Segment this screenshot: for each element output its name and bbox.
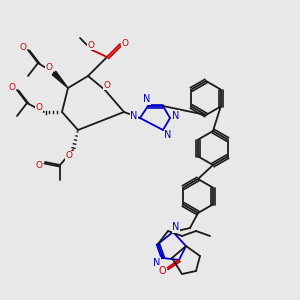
Text: O: O — [65, 152, 73, 160]
Text: O: O — [103, 80, 110, 89]
Text: N: N — [172, 222, 180, 232]
Text: O: O — [35, 160, 43, 169]
Text: O: O — [20, 43, 26, 52]
Text: N: N — [172, 111, 180, 121]
Text: N: N — [164, 130, 172, 140]
Polygon shape — [52, 71, 68, 88]
Text: O: O — [8, 82, 16, 91]
Text: N: N — [153, 258, 161, 268]
Text: O: O — [122, 38, 128, 47]
Text: O: O — [35, 103, 43, 112]
Text: N: N — [130, 111, 138, 121]
Text: N: N — [143, 94, 151, 104]
Text: O: O — [158, 266, 166, 276]
Text: O: O — [88, 40, 94, 50]
Text: O: O — [46, 64, 52, 73]
